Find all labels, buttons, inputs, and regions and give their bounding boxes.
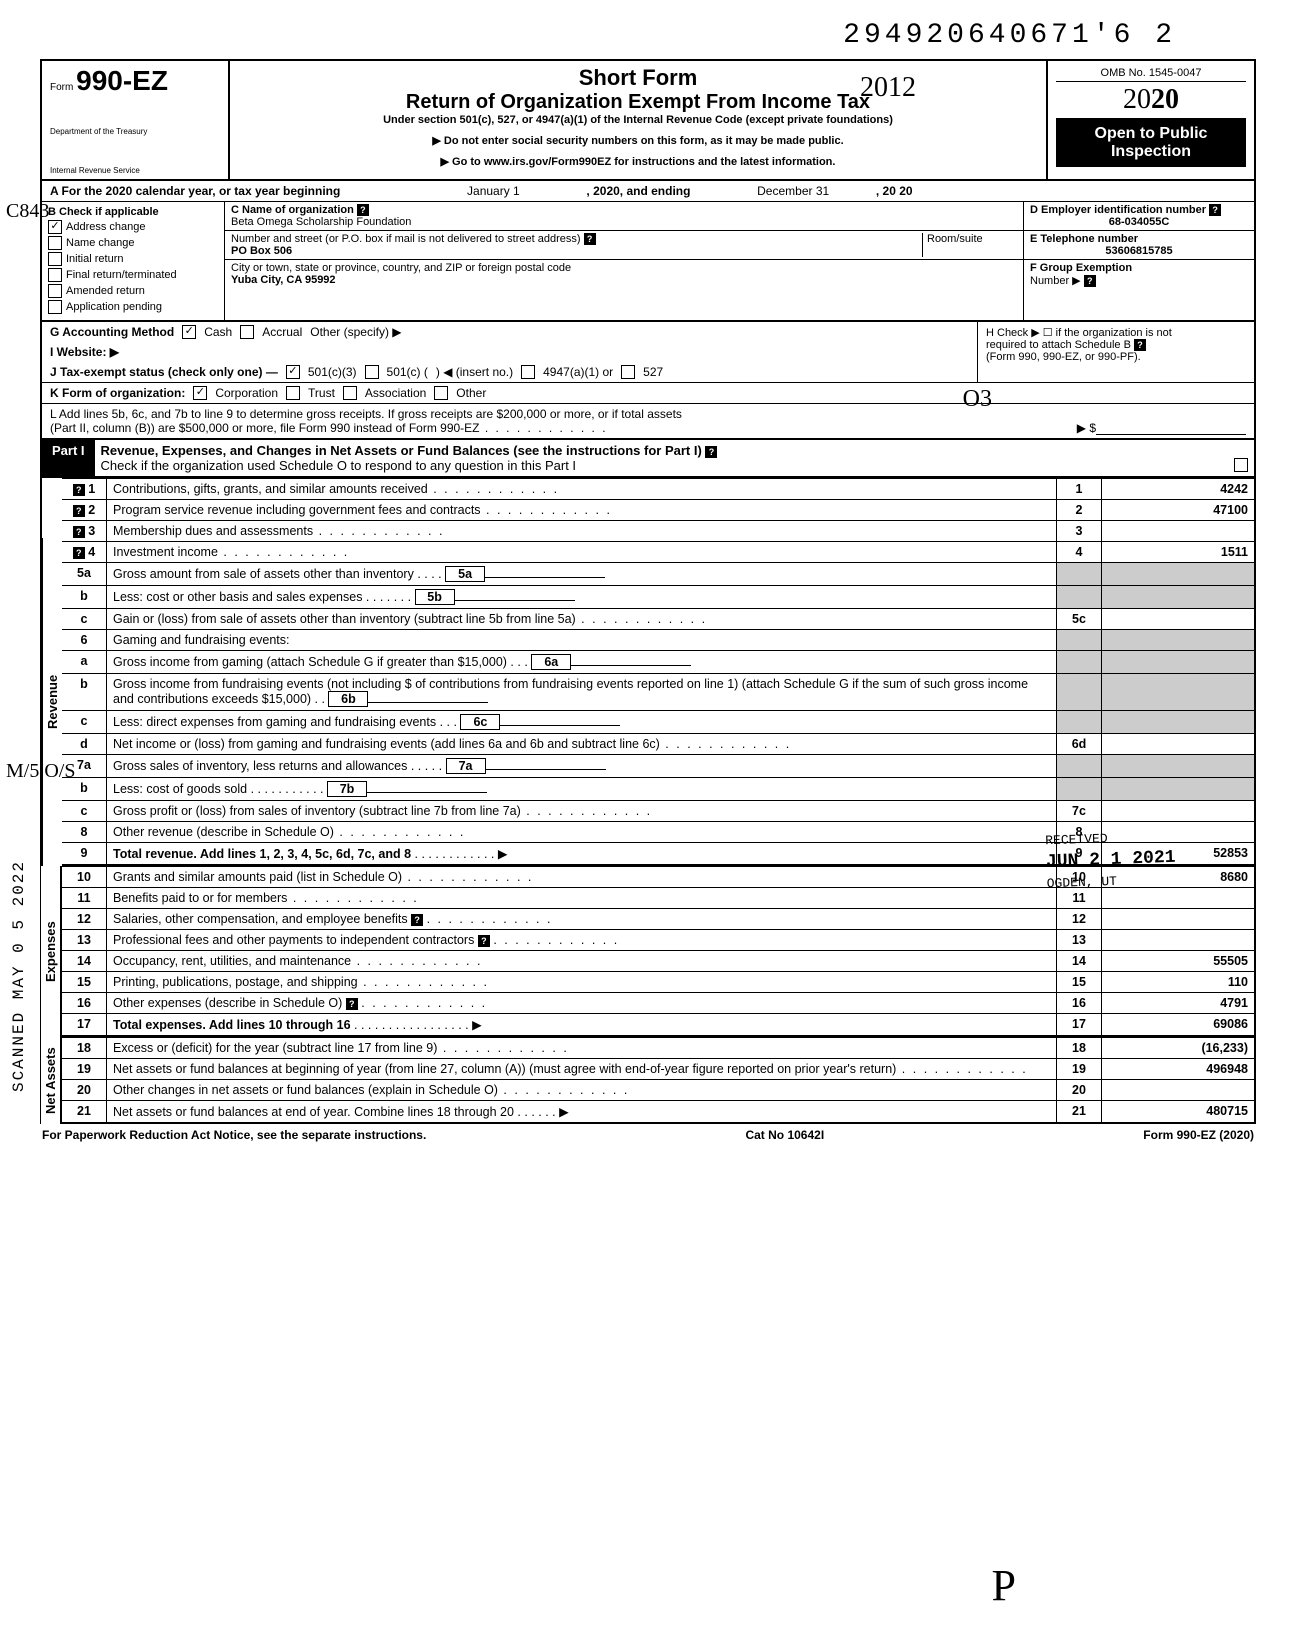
footer-left: For Paperwork Reduction Act Notice, see … bbox=[42, 1128, 426, 1142]
short-form-title: Short Form bbox=[238, 65, 1038, 91]
signature-mark: P bbox=[992, 1560, 1016, 1611]
section-h3: (Form 990, 990-EZ, or 990-PF). bbox=[986, 351, 1246, 363]
part1-label: Part I bbox=[42, 440, 95, 476]
dept-treasury: Department of the Treasury bbox=[50, 127, 220, 136]
topline-number: 294920640671'6 2 bbox=[40, 20, 1256, 51]
chk-name-change[interactable] bbox=[48, 236, 62, 250]
chk-accrual[interactable] bbox=[240, 325, 254, 339]
chk-address-change[interactable]: ✓ bbox=[48, 220, 62, 234]
handwritten-margin-1: C843 bbox=[6, 200, 49, 223]
handwritten-margin-2: M/5 O/S bbox=[6, 760, 75, 783]
chk-corp[interactable]: ✓ bbox=[193, 386, 207, 400]
part1-check: Check if the organization used Schedule … bbox=[101, 458, 577, 473]
help-icon: ? bbox=[705, 446, 717, 458]
handwritten-year: 2012 bbox=[860, 72, 916, 104]
side-revenue: Revenue bbox=[42, 538, 62, 866]
phone: 53606815785 bbox=[1030, 245, 1248, 257]
page-footer: For Paperwork Reduction Act Notice, see … bbox=[40, 1124, 1256, 1146]
help-icon: ? bbox=[1134, 339, 1146, 351]
ein: 68-034055C bbox=[1030, 216, 1248, 228]
chk-other[interactable] bbox=[434, 386, 448, 400]
chk-cash[interactable]: ✓ bbox=[182, 325, 196, 339]
return-of-title: Return of Organization Exempt From Incom… bbox=[238, 91, 1038, 114]
under-section: Under section 501(c), 527, or 4947(a)(1)… bbox=[238, 114, 1038, 126]
chk-schedule-o[interactable] bbox=[1234, 458, 1248, 472]
room-suite: Room/suite bbox=[922, 233, 1017, 257]
part1-title: Revenue, Expenses, and Changes in Net As… bbox=[101, 443, 702, 458]
received-stamp: RECEIVED JUN 2 1 2021 OGDEN, UT bbox=[1045, 828, 1177, 894]
section-b: B Check if applicable ✓Address change Na… bbox=[42, 202, 225, 320]
scanned-stamp: SCANNED MAY 0 5 2022 bbox=[10, 860, 28, 1092]
chk-pending[interactable] bbox=[48, 300, 62, 314]
row-a-tax-year: A For the 2020 calendar year, or tax yea… bbox=[40, 181, 1256, 202]
header-bc-row: B Check if applicable ✓Address change Na… bbox=[40, 202, 1256, 322]
chk-assoc[interactable] bbox=[343, 386, 357, 400]
help-icon: ? bbox=[357, 204, 369, 216]
section-h1: H Check ▶ ☐ if the organization is not bbox=[986, 326, 1246, 339]
chk-initial-return[interactable] bbox=[48, 252, 62, 266]
form-prefix: Form bbox=[50, 82, 73, 93]
side-expenses: Expenses bbox=[40, 866, 62, 1037]
chk-amended[interactable] bbox=[48, 284, 62, 298]
org-address: PO Box 506 bbox=[231, 245, 292, 257]
dept-irs: Internal Revenue Service bbox=[50, 166, 220, 175]
footer-right: Form 990-EZ (2020) bbox=[1143, 1128, 1254, 1142]
line-l2: (Part II, column (B)) are $500,000 or mo… bbox=[50, 421, 608, 435]
line-l-arrow: ▶ $ bbox=[1077, 421, 1096, 435]
chk-trust[interactable] bbox=[286, 386, 300, 400]
footer-mid: Cat No 10642I bbox=[745, 1128, 824, 1142]
form-year: 2020 bbox=[1056, 82, 1246, 119]
chk-final-return[interactable] bbox=[48, 268, 62, 282]
section-c: C Name of organization ? Beta Omega Scho… bbox=[225, 202, 1023, 320]
side-netassets: Net Assets bbox=[40, 1037, 62, 1124]
goto-irs: ▶ Go to www.irs.gov/Form990EZ for instru… bbox=[238, 155, 1038, 168]
chk-4947[interactable] bbox=[521, 365, 535, 379]
section-de: D Employer identification number ? 68-03… bbox=[1023, 202, 1254, 320]
handwritten-o3: O3 bbox=[963, 386, 992, 413]
chk-501c[interactable] bbox=[365, 365, 379, 379]
help-icon: ? bbox=[584, 233, 596, 245]
org-city: Yuba City, CA 95992 bbox=[231, 274, 336, 286]
omb-number: OMB No. 1545-0047 bbox=[1056, 65, 1246, 82]
do-not-enter: ▶ Do not enter social security numbers o… bbox=[238, 134, 1038, 147]
help-icon: ? bbox=[1084, 275, 1096, 287]
chk-501c3[interactable]: ✓ bbox=[286, 365, 300, 379]
line-l1: L Add lines 5b, 6c, and 7b to line 9 to … bbox=[50, 407, 1246, 421]
section-h2: required to attach Schedule B ? bbox=[986, 339, 1246, 351]
revenue-table: ? 1Contributions, gifts, grants, and sim… bbox=[62, 478, 1256, 866]
help-icon: ? bbox=[1209, 204, 1221, 216]
part1-header: Part I Revenue, Expenses, and Changes in… bbox=[40, 440, 1256, 478]
form-header: Form 990-EZ Department of the Treasury I… bbox=[40, 59, 1256, 181]
form-number: 990-EZ bbox=[76, 65, 168, 96]
chk-527[interactable] bbox=[621, 365, 635, 379]
netassets-table: 18Excess or (deficit) for the year (subt… bbox=[62, 1037, 1256, 1124]
section-ghijkl: G Accounting Method ✓Cash Accrual Other … bbox=[40, 322, 1256, 440]
org-name: Beta Omega Scholarship Foundation bbox=[231, 216, 411, 228]
open-to-public: Open to Public Inspection bbox=[1056, 119, 1246, 167]
